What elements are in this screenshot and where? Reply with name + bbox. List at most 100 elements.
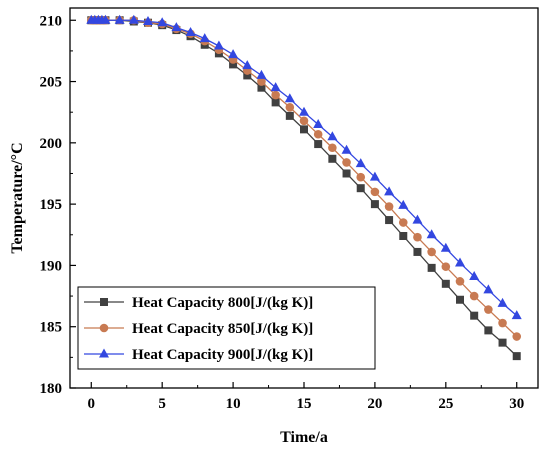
data-point <box>441 279 450 288</box>
y-tick-label: 195 <box>40 197 63 213</box>
data-point <box>356 184 365 193</box>
data-point <box>229 60 238 69</box>
data-point <box>327 131 338 141</box>
data-point <box>413 247 422 256</box>
data-point <box>242 60 253 70</box>
data-point <box>498 338 507 347</box>
data-point <box>270 82 281 92</box>
data-point <box>257 83 266 92</box>
data-point <box>484 305 493 314</box>
data-point <box>171 22 182 32</box>
data-point <box>355 158 366 168</box>
data-point <box>455 257 465 267</box>
legend-label: Heat Capacity 900[J/(kg K)] <box>132 347 313 363</box>
data-point <box>412 214 423 224</box>
data-point <box>185 27 196 37</box>
data-point <box>313 129 323 139</box>
data-point <box>398 218 408 227</box>
data-point <box>271 90 280 100</box>
data-point <box>484 326 493 335</box>
series-layer <box>86 14 522 361</box>
data-point <box>342 158 351 167</box>
series-line <box>91 19 518 317</box>
data-point <box>157 17 168 27</box>
data-point <box>440 242 451 252</box>
legend-marker <box>99 323 109 333</box>
data-point <box>413 232 422 242</box>
x-tick-label: 0 <box>88 396 96 412</box>
y-axis-ticks: 180 185 190 195 200 205 210 <box>40 13 76 397</box>
data-point <box>497 297 508 307</box>
data-point <box>243 71 252 80</box>
y-axis-title: Temperature/°C <box>9 142 26 253</box>
data-point <box>285 102 295 112</box>
data-point <box>441 262 451 271</box>
y-tick-label: 210 <box>40 13 63 29</box>
data-point <box>114 14 125 24</box>
data-point <box>314 140 323 149</box>
x-tick-label: 10 <box>226 396 241 412</box>
legend-marker <box>99 348 109 358</box>
data-point <box>398 199 409 209</box>
x-axis-ticks: 0 5 10 15 20 25 30 <box>88 382 524 412</box>
data-point <box>100 14 111 24</box>
data-point <box>341 144 352 154</box>
data-point <box>470 311 479 320</box>
y-tick-label: 180 <box>40 381 63 397</box>
data-point <box>384 202 394 211</box>
data-point <box>426 229 437 239</box>
data-point <box>271 98 280 107</box>
y-tick-label: 200 <box>40 136 63 152</box>
data-point <box>385 216 394 225</box>
data-point <box>356 172 366 182</box>
x-tick-label: 5 <box>158 396 166 412</box>
x-tick-label: 20 <box>367 396 382 412</box>
y-tick-label: 205 <box>40 75 63 91</box>
data-point <box>300 125 308 134</box>
data-point <box>512 352 521 361</box>
data-point <box>328 154 337 163</box>
data-point <box>469 291 479 301</box>
data-point <box>228 49 239 59</box>
data-point <box>369 171 380 181</box>
data-point <box>285 111 294 120</box>
legend-marker <box>100 298 108 306</box>
data-point <box>328 143 337 153</box>
data-point <box>257 77 266 86</box>
x-tick-label: 30 <box>509 396 524 412</box>
legend: Heat Capacity 800[J/(kg K)] Heat Capacity… <box>77 286 376 370</box>
data-point <box>313 118 324 128</box>
data-point <box>511 310 522 320</box>
legend-items: Heat Capacity 800[J/(kg K)] Heat Capacity… <box>84 295 313 363</box>
data-point <box>427 247 436 257</box>
data-point <box>469 270 480 280</box>
data-point <box>483 284 494 294</box>
data-point <box>256 69 267 79</box>
y-tick-label: 185 <box>40 320 63 336</box>
data-point <box>399 232 408 240</box>
legend-label: Heat Capacity 800[J/(kg K)] <box>132 295 313 311</box>
data-point <box>299 116 309 126</box>
x-axis-title: Time/a <box>280 429 328 446</box>
x-tick-label: 25 <box>438 396 453 412</box>
y-tick-label: 190 <box>40 258 63 274</box>
data-point <box>199 33 210 43</box>
series-3 <box>86 14 522 320</box>
data-point <box>342 169 351 178</box>
data-point <box>384 186 395 196</box>
legend-label: Heat Capacity 850[J/(kg K)] <box>132 321 313 337</box>
data-point <box>456 295 464 304</box>
data-point <box>427 263 436 272</box>
data-point <box>498 318 507 328</box>
data-point <box>455 277 465 286</box>
data-point <box>512 332 522 341</box>
legend-box <box>77 286 376 370</box>
data-point <box>370 187 380 197</box>
data-point <box>128 14 139 24</box>
data-point <box>284 93 295 103</box>
data-point <box>143 15 153 25</box>
data-point <box>299 106 309 116</box>
data-point <box>370 200 379 209</box>
data-point <box>213 40 224 50</box>
